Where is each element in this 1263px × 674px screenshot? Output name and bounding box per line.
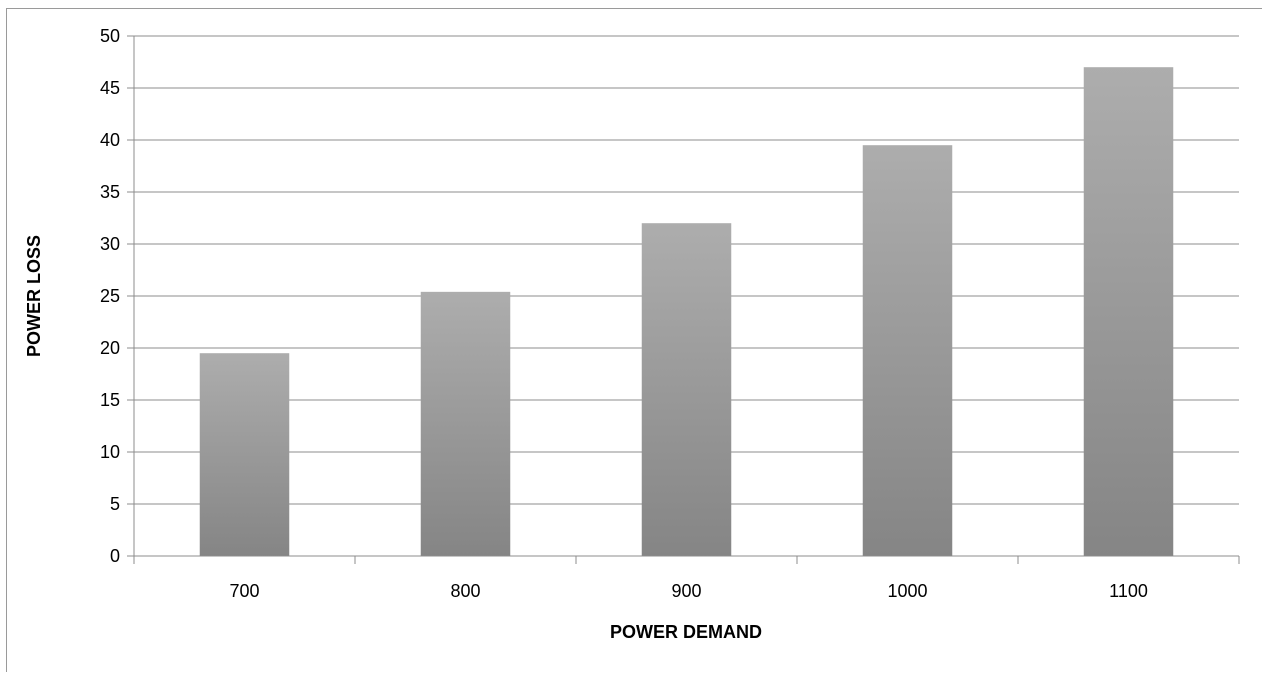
- x-tick-label: 700: [229, 581, 259, 601]
- y-tick-label: 15: [100, 390, 120, 410]
- x-tick-labels: 700 800 900 1000 1100: [229, 581, 1147, 601]
- bar-1100: [1083, 67, 1174, 556]
- y-tick-label: 0: [110, 546, 120, 566]
- x-tick-label: 1100: [1109, 581, 1148, 601]
- bar-800: [420, 291, 511, 556]
- x-tick-label: 800: [450, 581, 480, 601]
- y-axis-title: POWER LOSS: [24, 235, 44, 357]
- x-axis-title: POWER DEMAND: [610, 622, 762, 642]
- bar-700: [199, 353, 290, 556]
- y-tick-label: 50: [100, 26, 120, 46]
- y-tick-label: 25: [100, 286, 120, 306]
- y-tick-label: 30: [100, 234, 120, 254]
- y-tick-label: 45: [100, 78, 120, 98]
- axes: [127, 35, 1240, 564]
- bar-900: [641, 223, 732, 556]
- x-tick-label: 900: [671, 581, 701, 601]
- bar-1000: [862, 145, 953, 556]
- chart-frame: [6, 8, 1262, 672]
- y-tick-label: 35: [100, 182, 120, 202]
- y-tick-label: 20: [100, 338, 120, 358]
- x-tick-label: 1000: [887, 581, 927, 601]
- y-tick-label: 40: [100, 130, 120, 150]
- bars: [199, 67, 1174, 556]
- y-tick-label: 5: [110, 494, 120, 514]
- y-tick-label: 10: [100, 442, 120, 462]
- y-tick-labels: 0 5 10 15 20 25 30 35 40 45 50: [100, 26, 120, 566]
